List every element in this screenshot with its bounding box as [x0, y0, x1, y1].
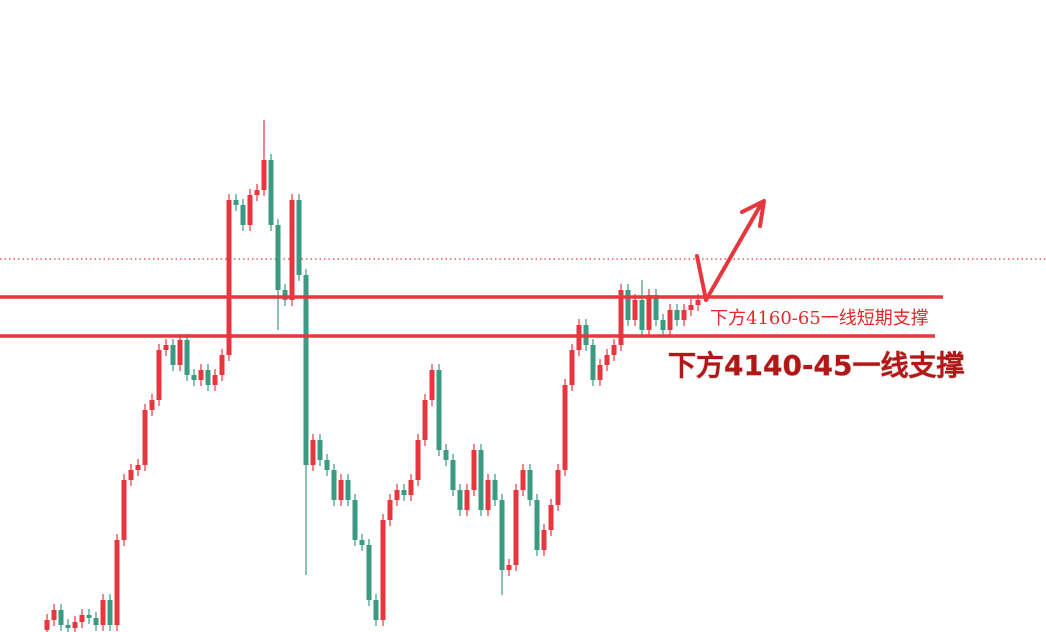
candle-body: [401, 490, 407, 495]
candle-body: [611, 345, 617, 355]
candle-body: [436, 370, 442, 450]
candle-body: [198, 370, 204, 380]
candle-body: [100, 600, 106, 625]
candle-body: [79, 615, 85, 622]
candle-body: [478, 450, 484, 510]
candle-body: [520, 470, 526, 490]
candle-body: [527, 470, 533, 500]
candle-body: [128, 470, 134, 480]
candle-body: [135, 465, 141, 470]
candle-body: [387, 500, 393, 520]
candle-body: [261, 160, 267, 190]
candle-body: [506, 565, 512, 570]
candle-body: [219, 355, 225, 375]
candle-body: [233, 200, 239, 205]
candle-body: [359, 540, 365, 545]
candle-body: [695, 300, 701, 305]
candle-body: [268, 160, 274, 225]
candle-body: [394, 490, 400, 500]
candle-body: [569, 350, 575, 385]
candle-body: [289, 200, 295, 300]
annotation: 下方4160-65一线短期支撑: [710, 308, 929, 329]
candle-body: [646, 295, 652, 330]
candle-body: [44, 620, 50, 630]
candle-body: [639, 300, 645, 330]
candle-body: [282, 290, 288, 300]
candle-body: [156, 350, 162, 400]
candle-body: [499, 500, 505, 570]
candle-body: [303, 275, 309, 465]
candle-body: [660, 320, 666, 330]
candle-body: [422, 400, 428, 440]
candle-body: [58, 610, 64, 625]
candle-body: [618, 290, 624, 345]
candle-body: [170, 345, 176, 365]
candle-body: [226, 200, 232, 355]
candle-body: [555, 470, 561, 505]
candle-body: [254, 190, 260, 195]
arrow: [695, 199, 766, 302]
candle-body: [380, 520, 386, 620]
candle-body: [51, 610, 57, 620]
candle-body: [149, 400, 155, 410]
candle-body: [240, 205, 246, 225]
candle-body: [338, 480, 344, 500]
candle-body: [457, 490, 463, 510]
candle-body: [184, 340, 190, 375]
candle-body: [177, 340, 183, 365]
candle-body: [688, 305, 694, 310]
candle-body: [373, 600, 379, 620]
candle-body: [114, 540, 120, 625]
candle-body: [485, 480, 491, 510]
candle-body: [597, 365, 603, 380]
candle-body: [492, 480, 498, 500]
candle-body: [548, 505, 554, 530]
candle-body: [247, 195, 253, 225]
candle-body: [674, 310, 680, 320]
candle-body: [205, 370, 211, 385]
candle-body: [464, 490, 470, 510]
candle-body: [142, 410, 148, 465]
candle-body: [86, 615, 92, 618]
candle-body: [604, 355, 610, 365]
candle-body: [352, 500, 358, 540]
candle-body: [667, 310, 673, 330]
candle-body: [331, 470, 337, 500]
candle-body: [443, 450, 449, 460]
candle-body: [562, 385, 568, 470]
candle-body: [324, 460, 330, 470]
candle-body: [625, 290, 631, 320]
candle-body: [191, 375, 197, 380]
candle-body: [408, 480, 414, 495]
candle-body: [93, 618, 99, 625]
candle-body: [72, 622, 78, 628]
candle-body: [534, 500, 540, 550]
candle-body: [429, 370, 435, 400]
candle-body: [345, 480, 351, 500]
candle-body: [121, 480, 127, 540]
candle-body: [541, 530, 547, 550]
candle-body: [65, 625, 71, 628]
candle-body: [212, 375, 218, 385]
candle-body: [681, 310, 687, 320]
candle-body: [107, 600, 113, 625]
candle-body: [317, 440, 323, 460]
candle-body: [163, 345, 169, 350]
candle-body: [632, 300, 638, 320]
candle-body: [513, 490, 519, 565]
candle-body: [310, 440, 316, 465]
candle-body: [366, 545, 372, 600]
candle-body: [653, 295, 659, 320]
annotation: 下方4140-45一线支撑: [668, 349, 965, 382]
candle-body: [296, 200, 302, 275]
candle-body: [450, 460, 456, 490]
candle-body: [415, 440, 421, 480]
candle-body: [471, 450, 477, 490]
plot: [0, 120, 1046, 632]
candle-body: [590, 345, 596, 380]
candle-body: [275, 225, 281, 290]
